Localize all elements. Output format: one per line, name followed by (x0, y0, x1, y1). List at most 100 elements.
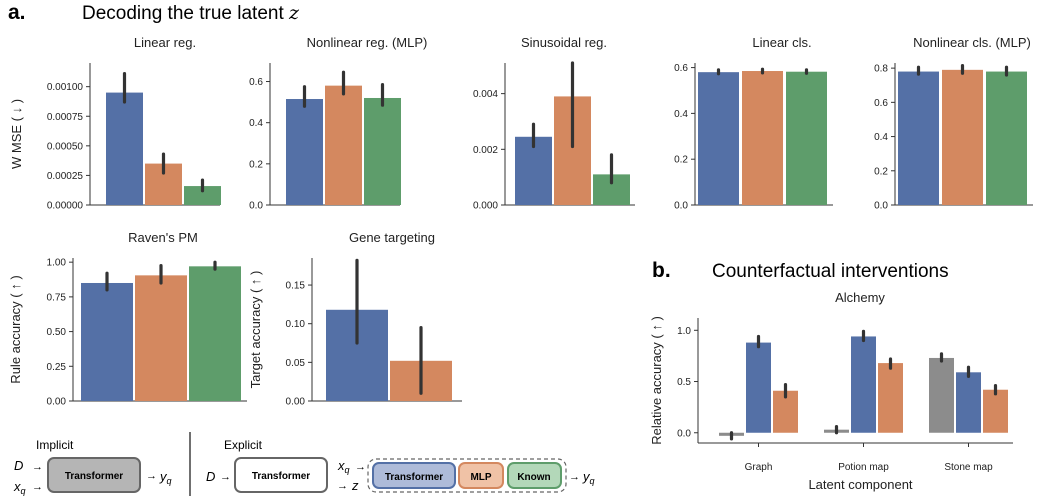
arrow-icon: → (32, 481, 43, 493)
chart-title: Nonlinear reg. (MLP) (307, 35, 428, 50)
y-axis-label: Target accuracy ( ↑ ) (248, 271, 263, 389)
arrow-icon: → (337, 480, 348, 492)
pill-known (507, 462, 562, 489)
chart-title: Linear reg. (134, 35, 196, 50)
pill-transformer-label: Transformer (385, 472, 443, 483)
chart-sinusoidal-reg: Sinusoidal reg. 0.000 0.002 0.004 (473, 35, 635, 212)
explicit-output-yq: yq (582, 469, 595, 486)
chart-nonlinear-reg: Nonlinear reg. (MLP) 0.0 0.2 0.4 0.6 (249, 35, 427, 212)
bar (983, 389, 1008, 433)
pill-mlp (458, 462, 504, 489)
bar (746, 342, 771, 433)
arrow-icon: → (146, 470, 157, 482)
x-axis-label: Latent component (808, 477, 912, 492)
bar (942, 69, 983, 205)
bar (325, 85, 362, 205)
bar (135, 275, 187, 401)
explicit-xq: xq (337, 458, 350, 475)
bar (81, 282, 133, 401)
pill-mlp-label: MLP (470, 472, 491, 483)
bar (878, 363, 903, 433)
decoder-group-box (367, 458, 567, 493)
bar (851, 336, 876, 433)
bar (189, 266, 241, 401)
bar (929, 357, 954, 433)
y-tick-label: 0.6 (874, 98, 888, 109)
explicit-z: z (351, 478, 359, 493)
y-tick-label: 0.6 (674, 63, 688, 74)
explicit-label: Explicit (224, 438, 263, 452)
chart-gene-targeting: Gene targeting Target accuracy ( ↑ ) 0.00 0… (248, 230, 462, 408)
arrow-icon: → (32, 461, 43, 473)
y-tick-label: 0.00075 (47, 112, 84, 123)
y-tick-label: 0.4 (674, 109, 688, 120)
bar (364, 97, 401, 205)
y-tick-label: 0.00000 (47, 201, 84, 212)
chart-title: Gene targeting (349, 230, 435, 245)
y-tick-label: 0.00 (47, 397, 67, 408)
y-tick-label: 0.5 (677, 377, 691, 388)
x-tick-label: Stone map (944, 462, 993, 473)
y-tick-label: 0.004 (473, 89, 498, 100)
bar (698, 72, 739, 206)
y-tick-label: 0.0 (677, 428, 691, 439)
y-tick-label: 1.0 (677, 326, 691, 337)
y-tick-label: 0.6 (249, 77, 263, 88)
chart-title: Raven's PM (128, 230, 198, 245)
y-tick-label: 0.10 (286, 319, 306, 330)
y-tick-label: 0.4 (874, 132, 888, 143)
y-tick-label: 0.50 (47, 327, 67, 338)
explicit-transformer-box (234, 457, 328, 493)
arrow-icon: → (355, 461, 366, 473)
chart-alchemy: Alchemy Relative accuracy ( ↑ ) Latent com… (649, 290, 1013, 492)
y-tick-label: 0.00025 (47, 171, 84, 182)
y-tick-label: 0.00100 (47, 82, 84, 93)
implicit-input-d: D (14, 458, 23, 473)
pill-transformer (372, 462, 456, 489)
y-tick-label: 0.8 (874, 64, 888, 75)
panel-a-title: Decoding the true latent z (82, 2, 300, 24)
bar (786, 71, 827, 206)
x-tick-label: Potion map (838, 462, 889, 473)
explicit-transformer-label: Transformer (252, 471, 310, 482)
pill-known-label: Known (517, 472, 550, 483)
bar (986, 71, 1027, 205)
y-tick-label: 0.2 (249, 159, 263, 170)
bar (106, 92, 143, 205)
chart-ravens-pm: Raven's PM Rule accuracy ( ↑ ) 0.00 0.25 0.5… (8, 230, 247, 408)
bar (286, 99, 323, 205)
implicit-transformer-label: Transformer (65, 471, 123, 482)
panel-a-letter: a. (8, 1, 26, 24)
y-axis-label: W MSE ( ↓ ) (9, 99, 24, 169)
y-tick-label: 0.0 (249, 201, 263, 212)
panel-a-title-text: Decoding the true latent (82, 3, 289, 24)
y-axis-label: Relative accuracy ( ↑ ) (649, 316, 664, 445)
bar (184, 186, 221, 205)
chart-linear-cls: Linear cls. 0.0 0.2 0.4 0.6 (674, 35, 833, 212)
panel-b-title: Counterfactual interventions (712, 261, 949, 282)
y-tick-label: 0.2 (674, 155, 688, 166)
bar (515, 136, 552, 205)
y-tick-label: 0.4 (249, 118, 263, 129)
y-tick-label: 0.000 (473, 201, 498, 212)
implicit-label: Implicit (36, 438, 74, 452)
y-tick-label: 0.25 (47, 362, 67, 373)
chart-title: Linear cls. (752, 35, 811, 50)
y-tick-label: 0.2 (874, 166, 888, 177)
bar (742, 71, 783, 205)
explicit-input-d: D (206, 469, 215, 484)
implicit-output-yq: yq (159, 469, 172, 486)
x-tick-label: Graph (745, 462, 773, 473)
y-tick-label: 0.0 (674, 201, 688, 212)
chart-nonlinear-cls: Nonlinear cls. (MLP) 0.0 0.2 0.4 0.6 0.8 (874, 35, 1033, 212)
y-tick-label: 0.15 (286, 281, 306, 292)
bar (956, 372, 981, 433)
arrow-icon: → (569, 471, 580, 483)
implicit-input-xq: xq (13, 479, 26, 496)
y-tick-label: 1.00 (47, 258, 67, 269)
chart-title: Alchemy (835, 290, 885, 305)
y-tick-label: 0.00050 (47, 141, 84, 152)
y-tick-label: 0.0 (874, 201, 888, 212)
panel-b-letter: b. (652, 259, 671, 282)
